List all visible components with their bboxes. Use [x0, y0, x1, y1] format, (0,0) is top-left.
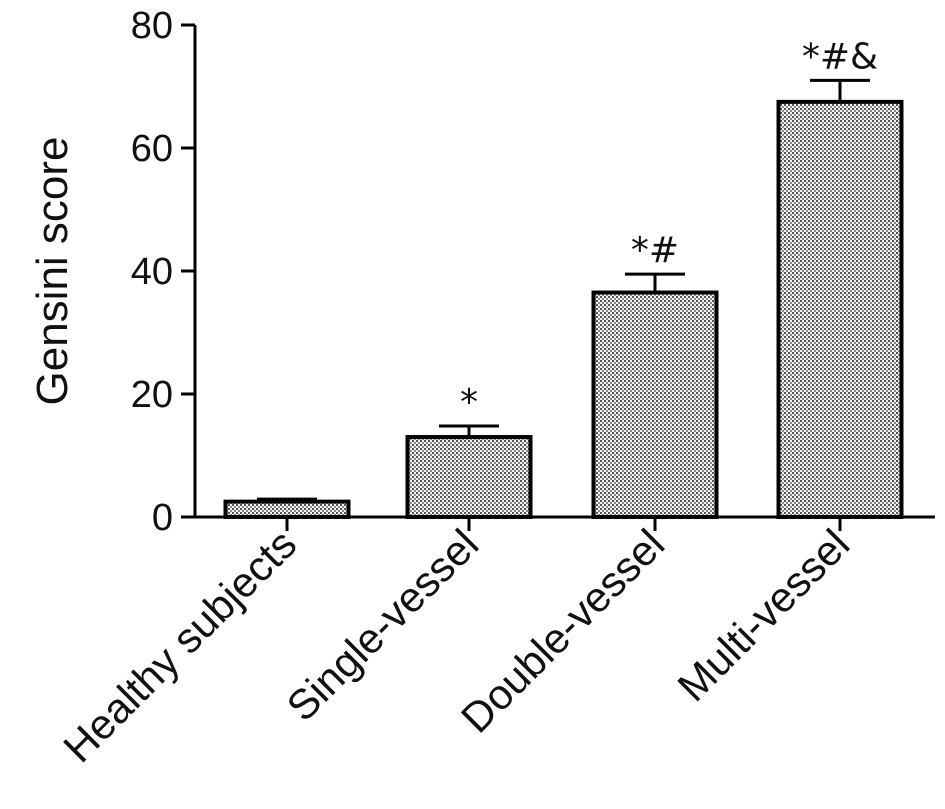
- y-tick-label: 80: [131, 5, 173, 47]
- bar: [223, 499, 351, 519]
- y-tick-label: 0: [152, 497, 173, 539]
- y-tick-label: 20: [131, 374, 173, 416]
- bar: [776, 99, 904, 519]
- significance-label: *#&: [802, 36, 878, 77]
- y-tick-label: 40: [131, 251, 173, 293]
- bars: [223, 78, 904, 519]
- category-label: Single-vessel: [277, 520, 487, 730]
- labels: Healthy subjects*Single-vessel*#Double-v…: [54, 36, 878, 771]
- y-tick-label: 60: [131, 128, 173, 170]
- category-label: Healthy subjects: [54, 520, 305, 771]
- bar: [405, 435, 533, 519]
- y-axis-title: Gensini score: [28, 136, 77, 405]
- significance-label: *: [460, 382, 478, 423]
- significance-label: *#: [631, 230, 679, 271]
- category-label: Multi-vessel: [668, 520, 858, 710]
- bar: [591, 290, 719, 519]
- axes: 0 20 40 60 80 Gensini score: [28, 5, 935, 539]
